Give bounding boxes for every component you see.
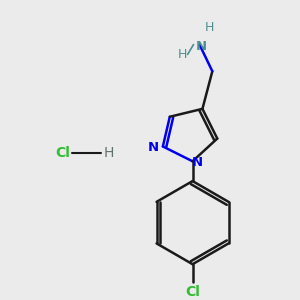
Text: N: N: [192, 156, 203, 169]
Text: N: N: [147, 141, 158, 154]
Text: Cl: Cl: [56, 146, 70, 161]
Text: H: H: [103, 146, 114, 161]
Text: N: N: [196, 40, 207, 53]
Text: H: H: [205, 21, 214, 34]
Text: H: H: [178, 48, 187, 61]
Text: Cl: Cl: [185, 285, 200, 299]
